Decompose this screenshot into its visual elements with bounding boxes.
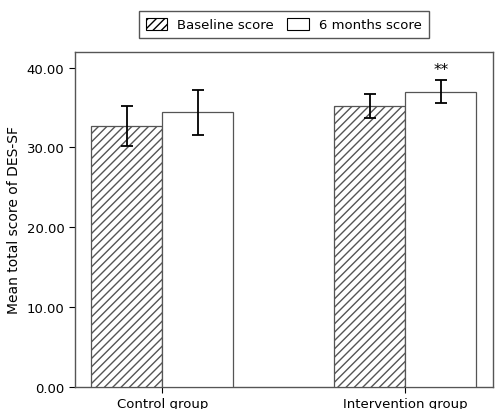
Y-axis label: Mean total score of DES-SF: Mean total score of DES-SF <box>7 126 21 314</box>
Legend: Baseline score, 6 months score: Baseline score, 6 months score <box>139 12 428 39</box>
Bar <box>162 113 234 387</box>
Bar <box>92 127 162 387</box>
Bar <box>406 92 476 387</box>
Text: **: ** <box>433 63 448 78</box>
Bar <box>334 107 406 387</box>
